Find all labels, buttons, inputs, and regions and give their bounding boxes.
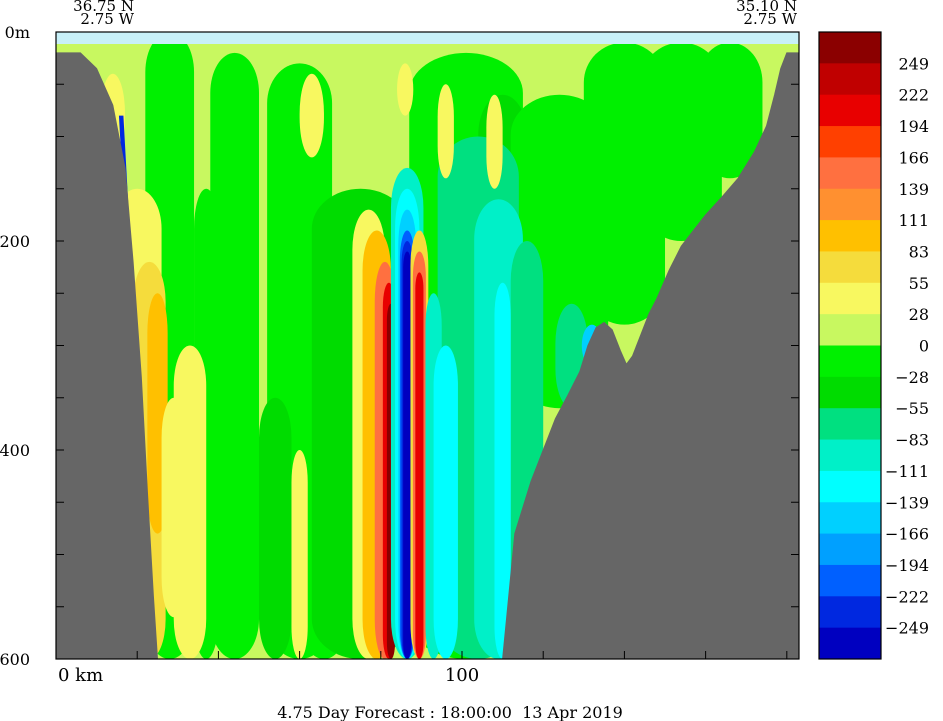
colorbar-label: −166 <box>885 525 929 544</box>
field-band <box>433 345 458 659</box>
y-tick-label: 600 <box>0 650 30 669</box>
colorbar-label: 139 <box>898 180 929 199</box>
colorbar-swatch <box>819 63 881 96</box>
field-band <box>299 73 324 158</box>
velocity-field <box>56 32 799 659</box>
field-band <box>210 52 260 659</box>
colorbar-swatch <box>819 282 881 315</box>
colorbar-swatch <box>819 94 881 127</box>
colorbar-swatch <box>819 188 881 221</box>
footer-caption: 4.75 Day Forecast : 18:00:00 13 Apr 2019 <box>277 703 623 721</box>
colorbar-swatch <box>819 376 881 409</box>
corner-left-lat: 36.75 N <box>73 0 134 15</box>
field-band <box>403 251 412 659</box>
corner-left-lon: 2.75 W <box>80 10 134 28</box>
colorbar-label: 222 <box>898 86 929 105</box>
colorbar: 249 222 194 166 139 111 83 55 28 0 −28 −55 −83 −111 −1… <box>818 31 929 660</box>
colorbar-swatch <box>819 220 881 252</box>
field-band <box>415 272 424 659</box>
colorbar-swatch <box>819 408 881 441</box>
colorbar-swatch <box>819 502 881 535</box>
colorbar-swatch <box>819 157 881 190</box>
colorbar-swatch <box>819 314 881 346</box>
colorbar-swatch <box>819 470 881 503</box>
colorbar-label: −139 <box>885 493 929 512</box>
y-tick-label: 400 <box>0 441 30 460</box>
colorbar-label: 249 <box>898 54 929 73</box>
colorbar-label: −222 <box>885 587 929 606</box>
colorbar-swatch <box>819 627 881 660</box>
colorbar-swatch <box>819 32 881 64</box>
y-tick-label: 0m <box>5 23 30 42</box>
field-band <box>173 345 207 659</box>
bathymetry <box>56 52 799 659</box>
field-band <box>259 397 292 659</box>
colorbar-label: −111 <box>885 462 929 481</box>
y-tick-label: 200 <box>0 232 30 251</box>
x-tick-label: 0 km <box>58 665 103 686</box>
colorbar-label: 0 <box>919 337 929 356</box>
colorbar-label: −83 <box>895 431 929 450</box>
colorbar-swatch <box>819 345 881 378</box>
axis-ticks: 0m 200 400 600 0 km 100 <box>0 23 799 686</box>
colorbar-swatch <box>819 439 881 472</box>
colorbar-swatch <box>819 126 881 158</box>
colorbar-swatch <box>819 251 881 284</box>
field-band <box>494 282 511 659</box>
field-band <box>397 63 414 116</box>
field-band <box>697 42 763 179</box>
corner-right-lon: 2.75 W <box>743 10 797 28</box>
x-tick-label: 100 <box>445 665 479 686</box>
field-band <box>291 450 308 659</box>
surface-layer <box>56 32 799 44</box>
colorbar-swatch <box>819 533 881 566</box>
field-band <box>437 84 454 179</box>
corner-right-lat: 35.10 N <box>736 0 797 15</box>
colorbar-label: 111 <box>898 211 929 230</box>
colorbar-label: −194 <box>885 556 929 575</box>
colorbar-frame <box>818 31 882 660</box>
colorbar-label: 55 <box>909 274 929 293</box>
colorbar-label: 194 <box>898 117 929 136</box>
seafloor <box>56 52 799 659</box>
colorbar-label: −249 <box>885 619 929 638</box>
colorbar-label: −55 <box>895 399 929 418</box>
colorbar-label: 28 <box>909 305 929 324</box>
colorbar-swatch <box>819 564 881 597</box>
colorbar-label: 83 <box>909 242 929 261</box>
colorbar-label: −28 <box>895 368 929 387</box>
colorbar-swatch <box>819 596 881 629</box>
colorbar-label: 166 <box>898 148 929 167</box>
field-band <box>486 94 503 189</box>
